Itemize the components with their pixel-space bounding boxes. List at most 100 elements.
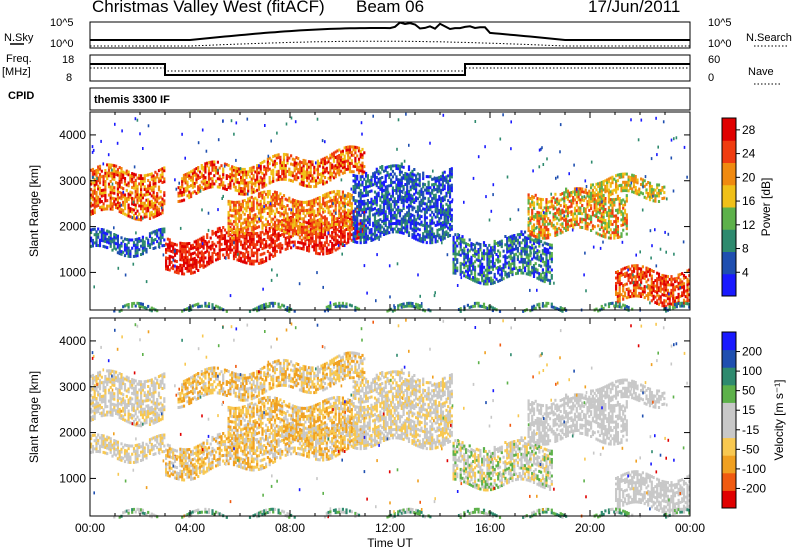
- power-cell: [625, 227, 628, 231]
- power-cell: [148, 186, 152, 190]
- power-cell: [390, 194, 393, 198]
- power-cell: [148, 192, 152, 196]
- power-cell: [184, 250, 187, 254]
- power-cell: [279, 155, 282, 159]
- power-cell: [90, 228, 93, 232]
- power-cell: [363, 205, 366, 209]
- power-cell: [215, 168, 218, 172]
- power-cell: [407, 168, 411, 171]
- power-cell: [327, 205, 330, 209]
- power-cell: [125, 249, 128, 252]
- power-cell: [270, 198, 273, 202]
- power-cell: [361, 208, 364, 212]
- power-cell: [259, 162, 262, 165]
- power-cell: [513, 256, 516, 259]
- power-cell: [154, 209, 157, 213]
- power-cell: [152, 185, 155, 189]
- power-cell: [329, 191, 332, 195]
- power-cell: [159, 233, 162, 237]
- power-cell: [220, 229, 223, 233]
- power-cell: [454, 233, 457, 237]
- power-cell: [295, 172, 298, 176]
- power-cell: [234, 220, 237, 224]
- power-cell: [531, 214, 534, 218]
- power-cell: [541, 251, 544, 255]
- power-cell: [227, 232, 230, 236]
- power-cell: [277, 243, 280, 247]
- power-cell: [256, 198, 259, 202]
- power-cell: [641, 276, 644, 280]
- power-cell: [338, 170, 341, 174]
- power-cell: [309, 216, 312, 220]
- power-cell: [443, 231, 446, 235]
- power-cell: [423, 235, 427, 239]
- power-cell: [522, 263, 525, 267]
- power-cell: [125, 169, 128, 173]
- power-cell: [431, 230, 434, 234]
- power-cell: [395, 222, 398, 225]
- power-cell: [136, 176, 139, 180]
- power-cell: [197, 190, 200, 194]
- power-cell: [602, 207, 605, 211]
- power-cell: [395, 175, 398, 179]
- power-cell: [472, 262, 475, 266]
- power-cell: [488, 260, 491, 264]
- power-cell: [348, 215, 352, 218]
- power-cell: [338, 225, 341, 229]
- power-cell: [584, 188, 587, 192]
- power-cell: [270, 225, 273, 229]
- power-cell: [277, 175, 280, 179]
- power-cell: [350, 224, 353, 228]
- power-cell: [129, 179, 132, 183]
- power-cell: [302, 161, 305, 165]
- power-cell: [338, 212, 341, 215]
- power-cell: [252, 235, 255, 238]
- power-cell: [252, 205, 255, 209]
- power-cell: [236, 200, 239, 204]
- power-cell: [456, 244, 459, 248]
- power-cell: [522, 266, 525, 270]
- power-cell: [313, 243, 316, 246]
- power-cell: [247, 225, 250, 228]
- power-cell: [329, 226, 332, 230]
- power-cell: [623, 208, 627, 212]
- power-cell: [390, 216, 393, 220]
- power-cell: [284, 177, 287, 181]
- power-cell: [186, 264, 189, 268]
- power-cell: [434, 237, 437, 241]
- power-cell: [273, 154, 277, 158]
- power-cell: [291, 163, 294, 167]
- power-cell: [382, 183, 386, 187]
- power-cell: [345, 151, 348, 155]
- power-cell: [257, 237, 261, 241]
- power-cell: [407, 206, 411, 210]
- power-cell: [129, 215, 132, 219]
- power-cell: [241, 232, 244, 236]
- power-cell: [329, 175, 332, 179]
- power-cell: [248, 242, 252, 246]
- power-cell: [240, 213, 243, 217]
- power-cell: [204, 178, 207, 182]
- power-cell: [432, 232, 436, 236]
- power-cell: [586, 213, 589, 217]
- power-cell: [557, 226, 561, 230]
- power-cell: [459, 261, 462, 265]
- power-cell: [216, 241, 219, 245]
- power-cell: [102, 231, 105, 235]
- power-cell: [407, 203, 411, 207]
- power-cell: [198, 176, 202, 179]
- power-cell: [350, 207, 353, 211]
- power-cell: [190, 195, 193, 199]
- power-cell: [184, 267, 187, 270]
- power-cell: [150, 242, 153, 246]
- power-cell: [591, 194, 594, 198]
- power-cell: [548, 279, 552, 283]
- power-cell: [127, 252, 130, 256]
- power-cell: [391, 164, 394, 168]
- power-cell: [359, 194, 362, 198]
- power-cell: [368, 181, 371, 185]
- power-cell: [140, 174, 143, 178]
- power-cell: [522, 238, 525, 242]
- power-cell: [520, 241, 523, 245]
- power-cell: [616, 197, 619, 201]
